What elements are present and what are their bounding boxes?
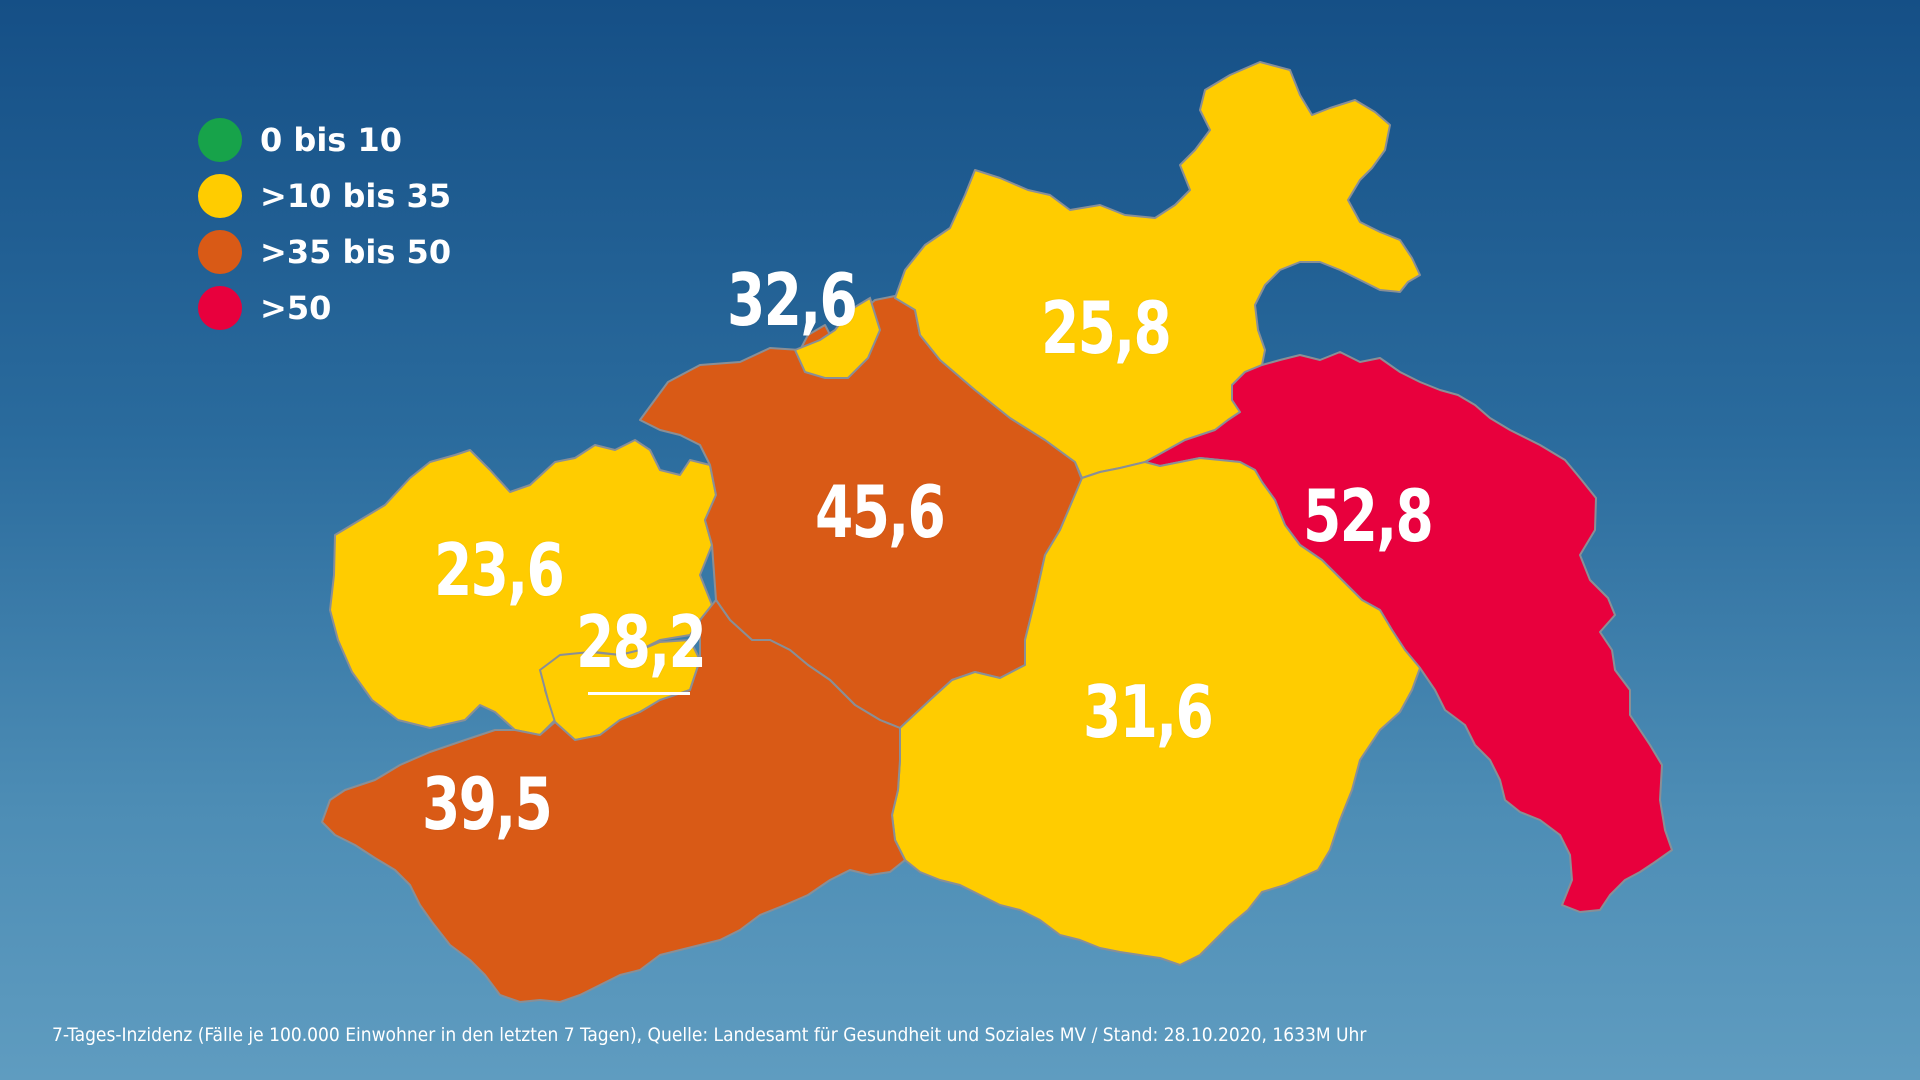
region-hro bbox=[793, 296, 882, 379]
value-vorpommern-greifswald: 52,8 bbox=[1303, 474, 1434, 558]
legend-dot-yellow bbox=[198, 174, 242, 218]
legend-dot-red bbox=[198, 286, 242, 330]
value-nordwestmecklenburg: 23,6 bbox=[434, 528, 565, 612]
legend-label: >10 bis 35 bbox=[260, 177, 452, 215]
legend-label: 0 bis 10 bbox=[260, 121, 402, 159]
value-ludwigslust-parchim: 39,5 bbox=[422, 762, 553, 846]
legend-item: 0 bis 10 bbox=[198, 112, 451, 168]
source-note: 7-Tages-Inzidenz (Fälle je 100.000 Einwo… bbox=[52, 1024, 1367, 1046]
value-seenplatte: 31,6 bbox=[1083, 670, 1214, 754]
region-nordwestmecklenburg bbox=[329, 439, 717, 736]
value-vorpommern-ruegen: 25,8 bbox=[1041, 286, 1172, 370]
legend-label: >50 bbox=[260, 289, 332, 327]
legend-label: >35 bis 50 bbox=[260, 233, 452, 271]
schwerin-underline bbox=[588, 692, 690, 695]
legend-item: >35 bis 50 bbox=[198, 224, 451, 280]
value-rostock-city: 32,6 bbox=[727, 258, 858, 342]
region-ludwigslust-parchim bbox=[321, 599, 906, 1003]
legend-dot-green bbox=[198, 118, 242, 162]
value-landkreis-rostock: 45,6 bbox=[815, 470, 946, 554]
legend: 0 bis 10 >10 bis 35 >35 bis 50 >50 bbox=[198, 112, 451, 336]
legend-item: >50 bbox=[198, 280, 451, 336]
legend-item: >10 bis 35 bbox=[198, 168, 451, 224]
value-schwerin: 28,2 bbox=[576, 600, 707, 684]
legend-dot-orange bbox=[198, 230, 242, 274]
